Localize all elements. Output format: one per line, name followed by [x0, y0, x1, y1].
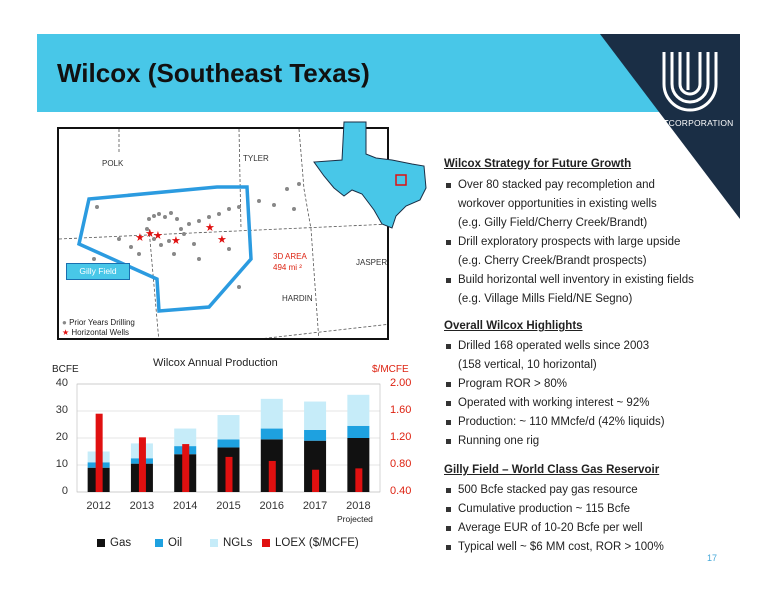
legend-item: Oil: [155, 537, 182, 549]
gilly-item: Typical well ~ $6 MM cost, ROR > 100%: [444, 538, 664, 557]
strategy-item-cont: (e.g. Village Mills Field/NE Segno): [458, 293, 633, 305]
bar-loex: [268, 460, 276, 492]
bar-ngls: [217, 415, 240, 440]
y-tick-right: 0.40: [390, 485, 412, 497]
page-number: 17: [707, 553, 718, 563]
strategy-item: Build horizontal well inventory in exist…: [444, 271, 694, 290]
highlights-heading: Overall Wilcox Highlights: [444, 320, 583, 332]
svg-text:★: ★: [145, 227, 155, 240]
legend-swatch: [210, 539, 218, 547]
legend-swatch: [155, 539, 163, 547]
highlight-item: Drilled 168 operated wells since 2003: [444, 337, 649, 356]
y-tick-left: 10: [55, 458, 68, 470]
gilly-heading: Gilly Field – World Class Gas Reservoir: [444, 464, 660, 476]
strategy-item-cont: workover opportunities in existing wells: [458, 198, 657, 210]
legend-swatch: [97, 539, 105, 547]
y-axis-left-label: BCFE: [52, 364, 79, 375]
highlight-item-cont: (158 vertical, 10 horizontal): [458, 359, 597, 371]
legend-label: Gas: [110, 537, 132, 549]
y-tick-left: 30: [55, 404, 68, 416]
legend-swatch: [262, 539, 270, 547]
svg-text:★: ★: [135, 231, 145, 244]
svg-text:★: ★: [205, 221, 215, 234]
y-tick-left: 40: [55, 377, 68, 389]
county-hardin: HARDIN: [282, 294, 313, 303]
x-tick-label: 2018: [346, 500, 371, 512]
county-tyler: TYLER: [243, 154, 269, 163]
x-tick-label: 2012: [86, 500, 111, 512]
svg-text:★: ★: [171, 234, 181, 247]
texas-map-icon: [313, 121, 427, 229]
bar-oil: [217, 439, 240, 448]
strategy-item-cont: (e.g. Cherry Creek/Brandt prospects): [458, 255, 647, 267]
bar-gas: [347, 438, 370, 492]
logo-text: UNITCORPORATION: [648, 118, 734, 128]
legend-label: Oil: [168, 537, 183, 549]
highlight-item: Program ROR > 80%: [444, 375, 567, 394]
y-tick-left: 0: [61, 485, 68, 497]
legend-label: LOEX ($/MCFE): [275, 537, 359, 549]
3d-area-outline: [76, 185, 253, 313]
map-drawing: ★ ★★ ★★★: [59, 129, 387, 338]
bar-ngls: [347, 394, 370, 426]
x-tick-label: 2014: [172, 500, 198, 512]
y-axis-right-label: $/MCFE: [372, 364, 409, 375]
strategy-item: Over 80 stacked pay recompletion and: [444, 176, 655, 195]
strategy-item-cont: (e.g. Gilly Field/Cherry Creek/Brandt): [458, 217, 648, 229]
y-tick-left: 20: [55, 431, 68, 443]
gilly-field-label: Gilly Field: [66, 263, 130, 280]
county-jasper: JASPER: [356, 258, 388, 267]
y-tick-right: 0.80: [390, 458, 412, 470]
gilly-item: 500 Bcfe stacked pay gas resource: [444, 481, 638, 500]
svg-text:★: ★: [153, 229, 163, 242]
legend-item: LOEX ($/MCFE): [262, 537, 359, 549]
x-tick-label: 2016: [259, 500, 285, 512]
area-label: 3D AREA: [273, 252, 307, 261]
bar-loex: [138, 437, 146, 492]
chart-title: Wilcox Annual Production: [153, 357, 278, 369]
bar-oil: [304, 429, 327, 441]
y-tick-right: 1.20: [390, 431, 412, 443]
legend-label: NGLs: [223, 537, 253, 549]
area-size: 494 mi ²: [273, 263, 302, 272]
highlight-item: Operated with working interest ~ 92%: [444, 394, 649, 413]
bar-loex: [312, 469, 320, 492]
bar-loex: [182, 444, 190, 492]
strategy-item: Drill exploratory prospects with large u…: [444, 233, 680, 252]
unit-logo-icon: [662, 52, 718, 112]
bar-ngls: [174, 428, 197, 447]
bar-oil: [347, 425, 370, 438]
x-tick-label: 2013: [129, 500, 155, 512]
gilly-item: Cumulative production ~ 115 Bcfe: [444, 500, 630, 519]
bar-ngls: [260, 398, 283, 429]
y-tick-right: 2.00: [390, 377, 412, 389]
y-tick-right: 1.60: [390, 404, 412, 416]
legend-item: NGLs: [210, 537, 252, 549]
svg-text:★: ★: [217, 233, 227, 246]
bar-ngls: [304, 401, 327, 430]
county-polk: POLK: [102, 159, 124, 168]
highlight-item: Running one rig: [444, 432, 539, 451]
bar-loex: [355, 468, 363, 492]
bar-gas: [304, 440, 327, 492]
gilly-item: Average EUR of 10-20 Bcfe per well: [444, 519, 643, 538]
well-dot-icon: ●: [62, 318, 67, 327]
x-tick-label: 2015: [216, 500, 241, 512]
bar-oil: [260, 428, 283, 440]
map-legend: ● Prior Years Drilling ★ Horizontal Well…: [62, 318, 135, 337]
x-tick-label: 2017: [302, 500, 328, 512]
highlight-item: Production: ~ 110 MMcfe/d (42% liquids): [444, 413, 665, 432]
projected-label: Projected: [337, 514, 373, 524]
bar-loex: [225, 456, 233, 492]
page-title: Wilcox (Southeast Texas): [57, 58, 370, 88]
legend-item: Gas: [97, 537, 131, 549]
star-icon: ★: [62, 328, 70, 337]
strategy-heading: Wilcox Strategy for Future Growth: [444, 158, 632, 170]
bar-loex: [95, 413, 103, 492]
